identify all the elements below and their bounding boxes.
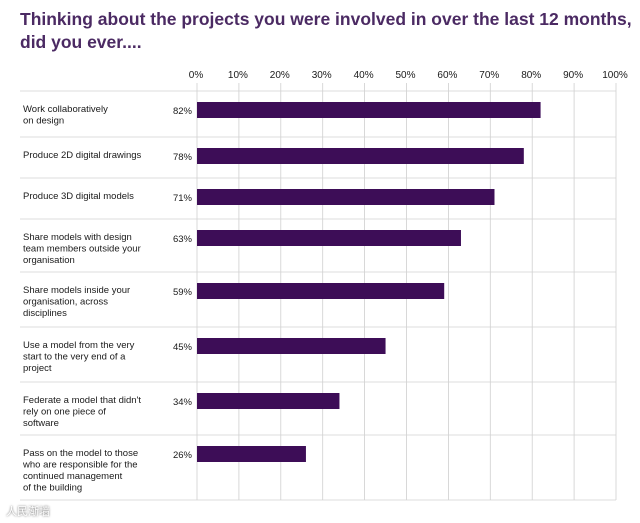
category-label: Produce 2D digital drawings [23,150,142,161]
x-tick-label: 40% [354,70,374,81]
category-label-line: organisation [23,255,75,266]
title-line-1: Thinking about the projects you were inv… [20,9,632,29]
bar [197,283,445,299]
category-label-line: who are responsible for the [22,460,138,471]
row-separators [20,90,616,501]
title-line-2: did you ever.... [20,32,142,52]
watermark: 人民渐墙 [6,506,50,518]
category-label-line: Work collaboratively [23,104,108,115]
value-label: 59% [173,287,193,298]
x-tick-label: 70% [479,70,499,81]
value-label: 71% [173,193,193,204]
x-tick-label: 100% [602,70,628,81]
category-label-line: continued management [23,471,123,482]
value-label: 63% [173,234,193,245]
category-label-line: disciplines [23,308,67,319]
x-tick-label: 90% [563,70,583,81]
category-label-line: Use a model from the very [23,340,135,351]
bars [197,102,541,462]
chart-title: Thinking about the projects you were inv… [20,8,632,54]
category-label: Federate a model that didn't rely on one … [23,395,141,429]
bar [197,102,541,118]
category-label-line: Share models with design [23,232,132,243]
x-tick-label: 30% [312,70,332,81]
bar [197,446,306,462]
x-tick-label: 50% [395,70,415,81]
category-label-line: team members outside your [23,244,141,255]
x-tick-label: 0% [189,70,204,81]
value-label: 78% [173,152,193,163]
category-label: Share models inside your organisation, ac… [23,285,130,319]
category-label: Pass on the model to those who are respon… [22,448,138,494]
bar [197,148,524,164]
category-label-line: Share models inside your [23,285,130,296]
category-label: Use a model from the very start to the ve… [23,340,135,374]
category-label-line: organisation, across [23,297,108,308]
x-axis-ticks: 0% 10% 20% 30% 40% 50% 60% 70% 80% 90% 100% [189,70,628,81]
category-label-line: Produce 3D digital models [23,191,134,202]
x-tick-label: 80% [521,70,541,81]
category-label-line: Produce 2D digital drawings [23,150,142,161]
category-label-line: Pass on the model to those [23,448,138,459]
value-label: 26% [173,450,193,461]
category-label-line: project [23,363,52,374]
category-label: Share models with design team members out… [23,232,141,266]
category-label: Produce 3D digital models [23,191,134,202]
x-tick-label: 10% [228,70,248,81]
bar [197,393,340,409]
value-label: 34% [173,397,193,408]
category-label: Work collaboratively on design [23,104,108,127]
category-label-line: rely on one piece of [23,407,106,418]
bar [197,230,461,246]
category-label-line: of the building [23,483,82,494]
category-label-line: on design [23,116,64,127]
category-labels: Work collaboratively on design Produce 2D … [22,104,142,494]
x-tick-label: 20% [270,70,290,81]
value-label: 45% [173,342,193,353]
bar [197,189,495,205]
bar [197,338,386,354]
value-label: 82% [173,106,193,117]
category-label-line: start to the very end of a [23,352,126,363]
category-label-line: Federate a model that didn't [23,395,141,406]
category-label-line: software [23,418,59,429]
value-labels: 82% 78% 71% 63% 59% 45% 34% 26% [173,106,193,461]
x-tick-label: 60% [437,70,457,81]
